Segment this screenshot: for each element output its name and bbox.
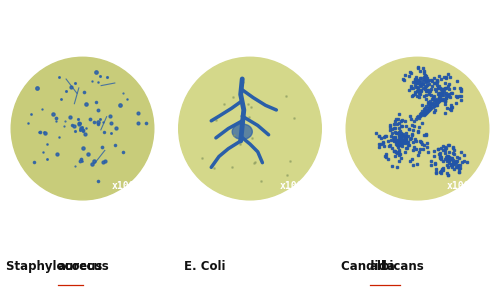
Circle shape	[346, 57, 489, 200]
Text: albicans: albicans	[370, 260, 424, 273]
Text: x1000: x1000	[280, 181, 309, 190]
Circle shape	[11, 57, 154, 200]
Circle shape	[178, 57, 322, 200]
Text: x1000: x1000	[112, 181, 142, 190]
Text: E. Coli: E. Coli	[184, 260, 226, 273]
Ellipse shape	[232, 124, 252, 139]
Text: aureus: aureus	[58, 260, 104, 273]
Text: x1000: x1000	[447, 181, 476, 190]
Text: Staphylococcus: Staphylococcus	[6, 260, 113, 273]
Text: Candida: Candida	[341, 260, 399, 273]
